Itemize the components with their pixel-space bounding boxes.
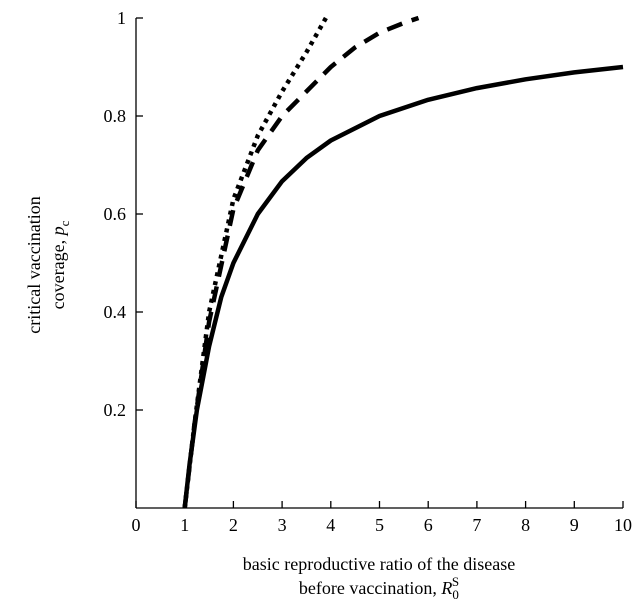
y-axis-label-line2: coverage, pc — [48, 220, 72, 309]
y-axis-label-line1: critical vaccination — [24, 196, 44, 333]
ticks: 0 1 2 3 4 5 6 7 8 9 10 0.2 0.4 0.6 0.8 1 — [104, 8, 633, 535]
x-axis-label-line1: basic reproductive ratio of the disease — [243, 554, 515, 574]
x-tick-label: 4 — [326, 515, 335, 535]
y-axis-label: critical vaccination coverage, pc — [24, 196, 72, 333]
y-axis-symbol: p — [48, 226, 68, 237]
x-tick-label: 0 — [132, 515, 141, 535]
plot-area: 0 1 2 3 4 5 6 7 8 9 10 0.2 0.4 0.6 0.8 1 — [104, 8, 633, 535]
x-tick-label: 5 — [375, 515, 384, 535]
y-tick-label: 0.6 — [104, 204, 127, 224]
x-tick-label: 10 — [614, 515, 632, 535]
y-axis-label-prefix: coverage, — [48, 235, 68, 309]
y-tick-label: 0.4 — [104, 302, 127, 322]
x-axis-label-prefix: before vaccination, — [299, 578, 441, 598]
series-group — [182, 15, 624, 509]
x-tick-label: 6 — [424, 515, 433, 535]
x-axis-label-line2: before vaccination, R0S — [299, 574, 459, 602]
y-tick-label: 0.2 — [104, 400, 127, 420]
y-tick-label: 0.8 — [104, 106, 127, 126]
x-axis-symbol-sup: S — [452, 574, 459, 589]
y-tick-label: 1 — [117, 8, 126, 28]
x-axis-symbol: R — [440, 578, 452, 598]
series-line-solid — [182, 64, 624, 509]
x-tick-label: 9 — [570, 515, 579, 535]
x-tick-label: 7 — [472, 515, 481, 535]
y-axis-symbol-sub: c — [57, 220, 72, 226]
series-line-dashed — [182, 15, 420, 509]
x-tick-label: 2 — [229, 515, 238, 535]
x-tick-label: 1 — [180, 515, 189, 535]
x-tick-label: 8 — [521, 515, 530, 535]
x-tick-label: 3 — [278, 515, 287, 535]
series-line-dotted — [182, 16, 328, 509]
x-axis-symbol-sub: 0 — [452, 587, 459, 602]
